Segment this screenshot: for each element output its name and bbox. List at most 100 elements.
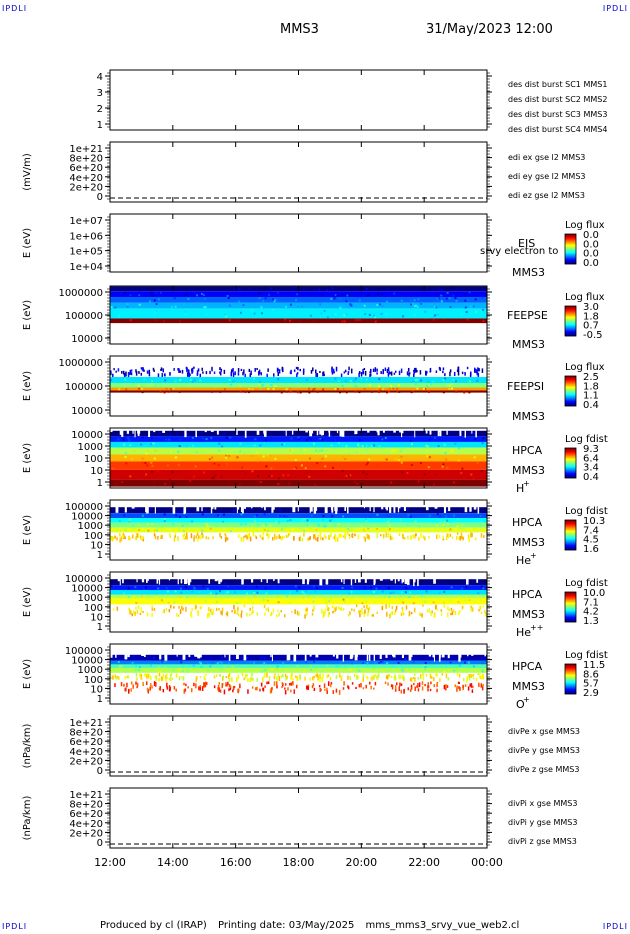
spectrogram-pixel xyxy=(140,466,143,469)
spectrogram-pixel xyxy=(261,670,264,673)
spectrogram-pixel xyxy=(319,370,321,373)
spectrogram-pixel xyxy=(288,482,291,485)
spectrogram-pixel xyxy=(128,520,131,523)
spectrogram-pixel xyxy=(277,483,280,486)
colorbar-swatch xyxy=(565,600,576,602)
spectrogram-pixel xyxy=(217,580,220,583)
spectrogram-pixel xyxy=(465,586,468,589)
spectrogram-pixel xyxy=(363,368,366,371)
spectrogram-pixel xyxy=(145,452,148,455)
spectrogram-pixel xyxy=(217,687,219,691)
spectrogram-pixel xyxy=(203,306,206,309)
spectrogram-gap xyxy=(148,429,151,438)
spectrogram-gap xyxy=(297,506,299,512)
spectrogram-pixel xyxy=(410,439,413,442)
spectrogram-pixel xyxy=(185,293,188,296)
spectrogram-pixel xyxy=(376,527,379,530)
spectrogram-pixel xyxy=(257,523,260,526)
spectrogram-pixel xyxy=(352,319,355,322)
spectrogram-pixel xyxy=(124,452,127,455)
spectrogram-pixel xyxy=(348,366,350,371)
spectrogram-gap xyxy=(369,506,371,512)
spectrogram-gap xyxy=(194,653,197,657)
spectrogram-pixel xyxy=(220,610,222,615)
colorbar-swatch xyxy=(565,543,576,545)
spectrogram-pixel xyxy=(221,445,224,448)
spectrogram-pixel xyxy=(141,367,144,371)
spectrogram-pixel xyxy=(321,608,323,614)
spectrogram-pixel xyxy=(230,371,233,377)
spectrogram-pixel xyxy=(178,528,181,531)
spectrogram-pixel xyxy=(481,442,484,445)
spectrogram-pixel xyxy=(365,287,368,290)
spectrogram-gap xyxy=(122,578,124,584)
spectrogram-pixel xyxy=(135,681,137,685)
spectrogram-pixel xyxy=(175,673,178,678)
spectrogram-pixel xyxy=(365,378,368,381)
spectrogram-pixel xyxy=(200,433,203,436)
spectrogram-pixel xyxy=(192,444,195,447)
spectrogram-pixel xyxy=(382,669,385,672)
spectrogram-pixel xyxy=(188,369,190,374)
spectrogram-pixel xyxy=(111,384,114,387)
spectrogram-pixel xyxy=(434,313,437,316)
spectrogram-pixel xyxy=(304,614,306,619)
spectrogram-pixel xyxy=(482,308,485,311)
spectrogram-band xyxy=(110,469,487,480)
spectrogram-pixel xyxy=(223,432,226,435)
spectrogram-pixel xyxy=(313,288,316,291)
spectrogram-pixel xyxy=(232,689,234,693)
spectrogram-pixel xyxy=(237,368,240,372)
spectrogram-pixel xyxy=(132,669,135,672)
y-axis-label: (nPa/km) xyxy=(22,796,33,841)
spectrogram-pixel xyxy=(314,590,317,593)
spacecraft-label: MMS3 xyxy=(512,338,545,351)
colorbar-swatch xyxy=(565,612,576,614)
spectrogram-pixel xyxy=(446,509,449,512)
spectrogram-pixel xyxy=(157,470,160,473)
spectrogram-pixel xyxy=(364,518,367,521)
spectrogram-pixel xyxy=(398,533,401,537)
spectrogram-pixel xyxy=(387,682,389,686)
spectrogram-pixel xyxy=(383,520,386,523)
spectrogram-pixel xyxy=(201,437,204,440)
spectrogram-pixel xyxy=(363,536,365,539)
spectrogram-pixel xyxy=(413,369,415,372)
spectrogram-pixel xyxy=(203,297,206,300)
spectrogram-pixel xyxy=(378,661,381,664)
colorbar-swatch xyxy=(565,403,576,405)
spectrogram-pixel xyxy=(138,668,141,671)
spectrogram-pixel xyxy=(129,372,131,375)
spectrogram-pixel xyxy=(122,438,125,441)
spectrogram-pixel xyxy=(449,528,452,531)
spectrogram-pixel xyxy=(231,609,233,613)
spectrogram-pixel xyxy=(444,452,447,455)
spectrogram-pixel xyxy=(224,313,227,316)
spectrogram-pixel xyxy=(358,610,360,614)
spectrogram-pixel xyxy=(264,672,266,678)
spectrogram-pixel xyxy=(384,681,387,684)
spectrogram-pixel xyxy=(424,310,427,313)
spectrogram-band xyxy=(110,654,487,661)
spectrogram-pixel xyxy=(315,537,317,541)
spectrogram-pixel xyxy=(252,609,254,614)
spectrogram-pixel xyxy=(138,665,141,668)
spectrogram-pixel xyxy=(313,304,316,307)
spectrogram-pixel xyxy=(146,523,149,526)
spectrogram-pixel xyxy=(392,433,395,436)
corner-label-top-left: IPDLI xyxy=(2,4,28,13)
colorbar-swatch xyxy=(565,667,576,669)
spectrogram-gap xyxy=(132,429,134,434)
spectrogram-pixel xyxy=(206,525,209,528)
spectrogram-gap xyxy=(292,506,296,513)
spectrogram-pixel xyxy=(446,519,449,522)
spectrogram-pixel xyxy=(219,689,222,693)
spectrogram-pixel xyxy=(450,607,453,611)
spectrogram-pixel xyxy=(293,467,296,470)
spectrogram-pixel xyxy=(366,533,368,538)
spectrogram-pixel xyxy=(342,535,345,538)
spectrogram-pixel xyxy=(390,536,392,541)
y-tick-label: 1 xyxy=(97,694,103,705)
spectrogram-pixel xyxy=(292,677,294,681)
spectrogram-pixel xyxy=(247,678,249,682)
